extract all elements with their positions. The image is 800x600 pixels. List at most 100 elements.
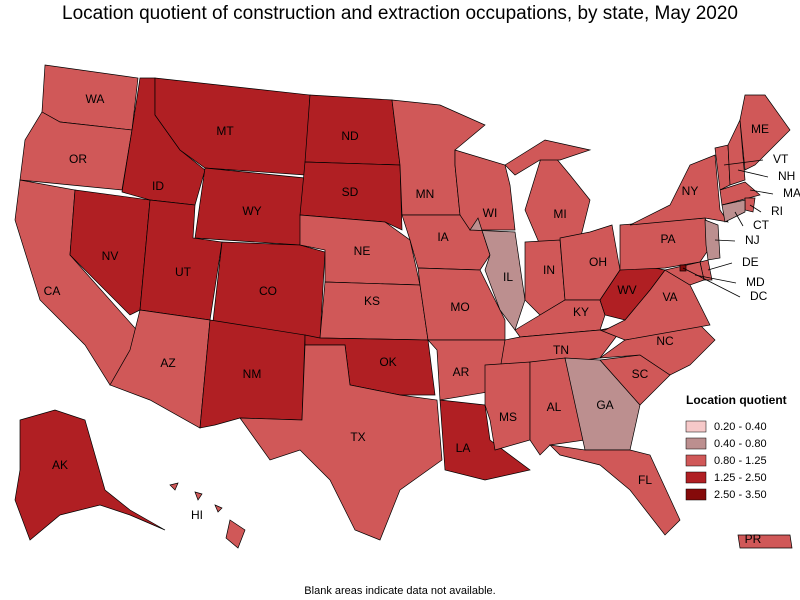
legend-label: 2.50 - 3.50 <box>714 489 767 501</box>
legend-label: 1.25 - 2.50 <box>714 472 767 484</box>
state-label: IA <box>437 230 448 244</box>
legend-title: Location quotient <box>686 393 787 407</box>
state-shape <box>721 199 746 223</box>
state-label: NE <box>354 244 371 258</box>
state-shape <box>504 139 592 176</box>
state-shape <box>211 241 326 341</box>
state-label: IL <box>503 270 513 284</box>
state-label: MO <box>450 300 469 314</box>
legend-label: 0.80 - 1.25 <box>714 455 767 467</box>
state-label: HI <box>191 508 203 522</box>
leader-line <box>737 169 769 178</box>
state-label: VA <box>662 290 677 304</box>
state-label: SD <box>342 185 359 199</box>
state-shape <box>549 444 681 536</box>
state-shape <box>225 519 246 549</box>
state-label: WA <box>86 92 105 106</box>
state-label: KY <box>573 305 589 319</box>
state-label: AL <box>547 400 562 414</box>
leader-line <box>707 262 733 271</box>
state-label: ID <box>152 179 164 193</box>
leader-line <box>723 159 764 166</box>
state-label: SC <box>632 367 649 381</box>
state-shape <box>454 149 516 231</box>
state-shape <box>664 261 705 286</box>
state-label: OH <box>589 255 607 269</box>
state-label: VT <box>773 152 789 166</box>
state-shape <box>169 482 179 491</box>
state-label: TN <box>553 343 569 357</box>
state-label: RI <box>771 204 783 218</box>
state-shape <box>14 409 166 541</box>
state-label: WI <box>483 206 498 220</box>
map-title: Location quotient of construction and ex… <box>62 3 738 24</box>
legend-swatch <box>685 471 707 484</box>
leader-line <box>714 239 736 242</box>
state-label: LA <box>456 441 471 455</box>
state-shape <box>469 217 526 331</box>
state-label: CA <box>44 284 61 298</box>
state-shape <box>629 154 729 226</box>
state-label: NM <box>243 367 262 381</box>
legend-swatch <box>685 420 707 433</box>
state-shape <box>704 219 721 261</box>
leader-line <box>749 204 762 213</box>
state-label: ME <box>751 122 769 136</box>
state-label: NY <box>682 184 699 198</box>
state-shape <box>194 491 203 501</box>
footnote: Blank areas indicate data not available. <box>304 585 495 597</box>
state-label: PR <box>745 532 762 546</box>
state-label: CO <box>259 284 277 298</box>
legend-swatch <box>685 454 707 467</box>
state-label: MA <box>783 186 800 200</box>
leader-line <box>749 189 774 195</box>
legend-swatch <box>685 488 707 501</box>
state-shape <box>299 161 403 231</box>
state-label: AZ <box>160 356 175 370</box>
leader-line <box>734 211 744 227</box>
state-label: WY <box>242 204 261 218</box>
state-label: AK <box>52 458 68 472</box>
state-label: WV <box>617 283 636 297</box>
legend-swatch <box>685 437 707 450</box>
state-shape <box>737 534 793 549</box>
state-label: MI <box>553 207 566 221</box>
state-label: MT <box>216 124 234 138</box>
legend: 0.20 - 0.40 0.40 - 0.80 0.80 - 1.25 1.25 - … <box>685 420 767 501</box>
states <box>14 64 793 549</box>
state-label: NC <box>656 334 674 348</box>
state-label: TX <box>350 430 365 444</box>
state-label: GA <box>596 398 613 412</box>
legend-label: 0.20 - 0.40 <box>714 421 767 433</box>
state-shape <box>214 504 223 513</box>
leader-line <box>682 267 741 298</box>
state-label: AR <box>453 365 470 379</box>
state-shape <box>484 361 531 451</box>
state-label: MS <box>499 410 517 424</box>
state-label: NH <box>778 169 795 183</box>
labels: WA OR CA NV ID MT WY UT CO AZ NM ND SD NE KS OK TX MN IA MO… <box>44 92 800 546</box>
state-shape <box>319 281 429 341</box>
state-shape <box>69 189 151 316</box>
state-label: FL <box>638 473 652 487</box>
state-label: KS <box>364 294 380 308</box>
state-label: UT <box>175 265 192 279</box>
state-label: OK <box>379 355 396 369</box>
state-label: ND <box>341 129 359 143</box>
state-shape <box>739 94 791 171</box>
state-label: PA <box>660 232 675 246</box>
state-shape <box>239 344 443 541</box>
state-label: CT <box>753 218 770 232</box>
state-label: DE <box>742 255 759 269</box>
state-shape <box>727 118 746 186</box>
leader-line <box>694 274 737 284</box>
state-label: IN <box>543 263 555 277</box>
state-label: NV <box>102 249 119 263</box>
state-label: DC <box>750 289 768 303</box>
legend-label: 0.40 - 0.80 <box>714 438 767 450</box>
state-label: NJ <box>745 233 760 247</box>
state-shape <box>564 357 641 451</box>
state-label: MN <box>416 187 435 201</box>
state-label: OR <box>69 152 87 166</box>
